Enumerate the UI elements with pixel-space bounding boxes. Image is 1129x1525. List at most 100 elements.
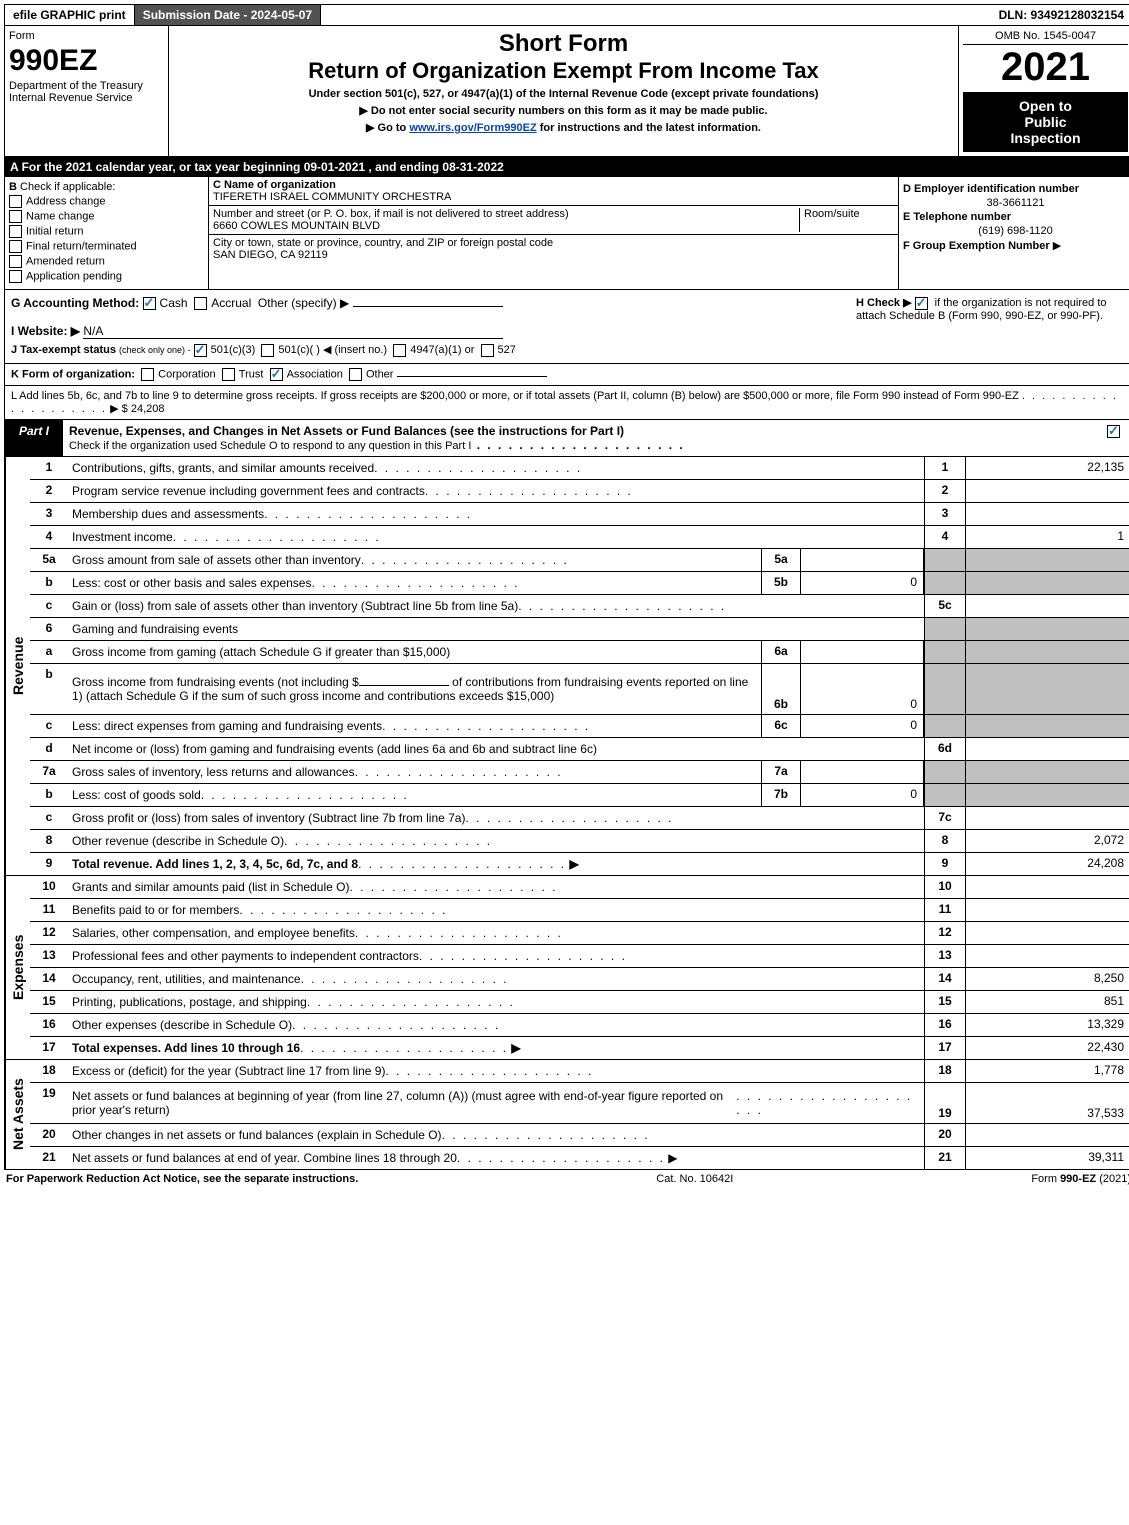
line-18: 18 Excess or (deficit) for the year (Sub… bbox=[30, 1060, 1129, 1083]
f-label: F Group Exemption Number bbox=[903, 240, 1050, 252]
chk-final-return[interactable]: Final return/terminated bbox=[9, 240, 204, 253]
l3-val bbox=[965, 503, 1129, 525]
l3-desc: Membership dues and assessments bbox=[68, 503, 924, 525]
l18-desc: Excess or (deficit) for the year (Subtra… bbox=[68, 1060, 924, 1082]
footer-center: Cat. No. 10642I bbox=[656, 1173, 733, 1185]
l21-desc: Net assets or fund balances at end of ye… bbox=[72, 1151, 457, 1165]
l21-col: 21 bbox=[924, 1147, 965, 1169]
chk-initial-return[interactable]: Initial return bbox=[9, 225, 204, 238]
tax-year: 2021 bbox=[963, 45, 1128, 90]
line-5c: c Gain or (loss) from sale of assets oth… bbox=[30, 595, 1129, 618]
l10-desc: Grants and similar amounts paid (list in… bbox=[68, 876, 924, 898]
chk-schedule-o[interactable] bbox=[1107, 425, 1120, 438]
lbl-insert: (insert no.) bbox=[335, 344, 388, 356]
line-6c: c Less: direct expenses from gaming and … bbox=[30, 715, 1129, 738]
l6d-no: d bbox=[30, 738, 68, 760]
chk-association[interactable] bbox=[270, 368, 283, 381]
l5c-desc: Gain or (loss) from sale of assets other… bbox=[68, 595, 924, 617]
irs-link[interactable]: www.irs.gov/Form990EZ bbox=[409, 122, 536, 134]
line-11: 11 Benefits paid to or for members 11 bbox=[30, 899, 1129, 922]
l6c-no: c bbox=[30, 715, 68, 737]
l7c-val bbox=[965, 807, 1129, 829]
footer-left: For Paperwork Reduction Act Notice, see … bbox=[6, 1173, 358, 1185]
l6b-desc: Gross income from fundraising events (no… bbox=[68, 664, 761, 714]
chk-accrual[interactable] bbox=[194, 297, 207, 310]
part1-check-text: Check if the organization used Schedule … bbox=[69, 440, 471, 452]
chk-address-change[interactable]: Address change bbox=[9, 195, 204, 208]
l4-desc: Investment income bbox=[68, 526, 924, 548]
line-2: 2 Program service revenue including gove… bbox=[30, 480, 1129, 503]
chk-application-pending[interactable]: Application pending bbox=[9, 270, 204, 283]
l6a-val bbox=[965, 641, 1129, 663]
lbl-cash: Cash bbox=[160, 296, 188, 310]
b-letter: B bbox=[9, 181, 17, 193]
chk-other[interactable] bbox=[349, 368, 362, 381]
lbl-initial-return: Initial return bbox=[26, 225, 83, 237]
h-label: H Check ▶ bbox=[856, 297, 912, 309]
c-addr-row: Number and street (or P. O. box, if mail… bbox=[209, 206, 898, 235]
subtitle-section: Under section 501(c), 527, or 4947(a)(1)… bbox=[173, 88, 954, 100]
row-a: A For the 2021 calendar year, or tax yea… bbox=[4, 157, 1129, 177]
irs-label: Internal Revenue Service bbox=[9, 92, 164, 104]
l14-col: 14 bbox=[924, 968, 965, 990]
open-public-badge: Open to Public Inspection bbox=[963, 92, 1128, 152]
lbl-address-change: Address change bbox=[26, 195, 106, 207]
section-ghi: H Check ▶ if the organization is not req… bbox=[4, 290, 1129, 364]
l6-desc: Gaming and fundraising events bbox=[68, 618, 924, 640]
l6b-innerval: 0 bbox=[801, 664, 924, 714]
chk-corporation[interactable] bbox=[141, 368, 154, 381]
l7c-no: c bbox=[30, 807, 68, 829]
l7a-no: 7a bbox=[30, 761, 68, 783]
l6c-innerval: 0 bbox=[801, 715, 924, 737]
l13-no: 13 bbox=[30, 945, 68, 967]
line-1: 1 Contributions, gifts, grants, and simi… bbox=[30, 457, 1129, 480]
form-label: Form bbox=[9, 30, 164, 42]
open-line2: Public bbox=[969, 114, 1122, 130]
chk-501c[interactable] bbox=[261, 344, 274, 357]
address: 6660 COWLES MOUNTAIN BLVD bbox=[213, 220, 380, 232]
efile-print-button[interactable]: efile GRAPHIC print bbox=[5, 5, 135, 25]
line-13: 13 Professional fees and other payments … bbox=[30, 945, 1129, 968]
lbl-application-pending: Application pending bbox=[26, 270, 122, 282]
l18-no: 18 bbox=[30, 1060, 68, 1082]
netassets-lines: 18 Excess or (deficit) for the year (Sub… bbox=[30, 1060, 1129, 1169]
g-label: G Accounting Method: bbox=[11, 296, 139, 310]
l6c-col bbox=[924, 715, 965, 737]
dln-label: DLN: 93492128032154 bbox=[991, 5, 1129, 25]
i-label: I Website: ▶ bbox=[11, 324, 80, 338]
l12-val bbox=[965, 922, 1129, 944]
chk-4947[interactable] bbox=[393, 344, 406, 357]
l7b-no: b bbox=[30, 784, 68, 806]
city-label: City or town, state or province, country… bbox=[213, 237, 894, 249]
part1-title-block: Revenue, Expenses, and Changes in Net As… bbox=[63, 420, 1099, 456]
l2-no: 2 bbox=[30, 480, 68, 502]
chk-name-change[interactable]: Name change bbox=[9, 210, 204, 223]
i-row: I Website: ▶ N/A bbox=[11, 324, 1126, 339]
l11-val bbox=[965, 899, 1129, 921]
chk-cash[interactable] bbox=[143, 297, 156, 310]
l5a-col bbox=[924, 549, 965, 571]
l19-desc-wrap: Net assets or fund balances at beginning… bbox=[68, 1083, 924, 1123]
line-5a: 5a Gross amount from sale of assets othe… bbox=[30, 549, 1129, 572]
l9-no: 9 bbox=[30, 853, 68, 875]
short-form-title: Short Form bbox=[173, 30, 954, 58]
l7b-desc: Less: cost of goods sold bbox=[68, 784, 761, 806]
l12-col: 12 bbox=[924, 922, 965, 944]
l13-val bbox=[965, 945, 1129, 967]
goto-prefix: Go to bbox=[378, 122, 410, 134]
l6-no: 6 bbox=[30, 618, 68, 640]
chk-trust[interactable] bbox=[222, 368, 235, 381]
section-k: K Form of organization: Corporation Trus… bbox=[4, 364, 1129, 386]
lbl-amended-return: Amended return bbox=[26, 255, 105, 267]
l12-no: 12 bbox=[30, 922, 68, 944]
l2-desc: Program service revenue including govern… bbox=[68, 480, 924, 502]
l17-no: 17 bbox=[30, 1037, 68, 1059]
chk-amended-return[interactable]: Amended return bbox=[9, 255, 204, 268]
line-7c: c Gross profit or (loss) from sales of i… bbox=[30, 807, 1129, 830]
chk-527[interactable] bbox=[481, 344, 494, 357]
l10-no: 10 bbox=[30, 876, 68, 898]
l6c-val bbox=[965, 715, 1129, 737]
l17-val: 22,430 bbox=[965, 1037, 1129, 1059]
chk-schedule-b[interactable] bbox=[915, 297, 928, 310]
chk-501c3[interactable] bbox=[194, 344, 207, 357]
